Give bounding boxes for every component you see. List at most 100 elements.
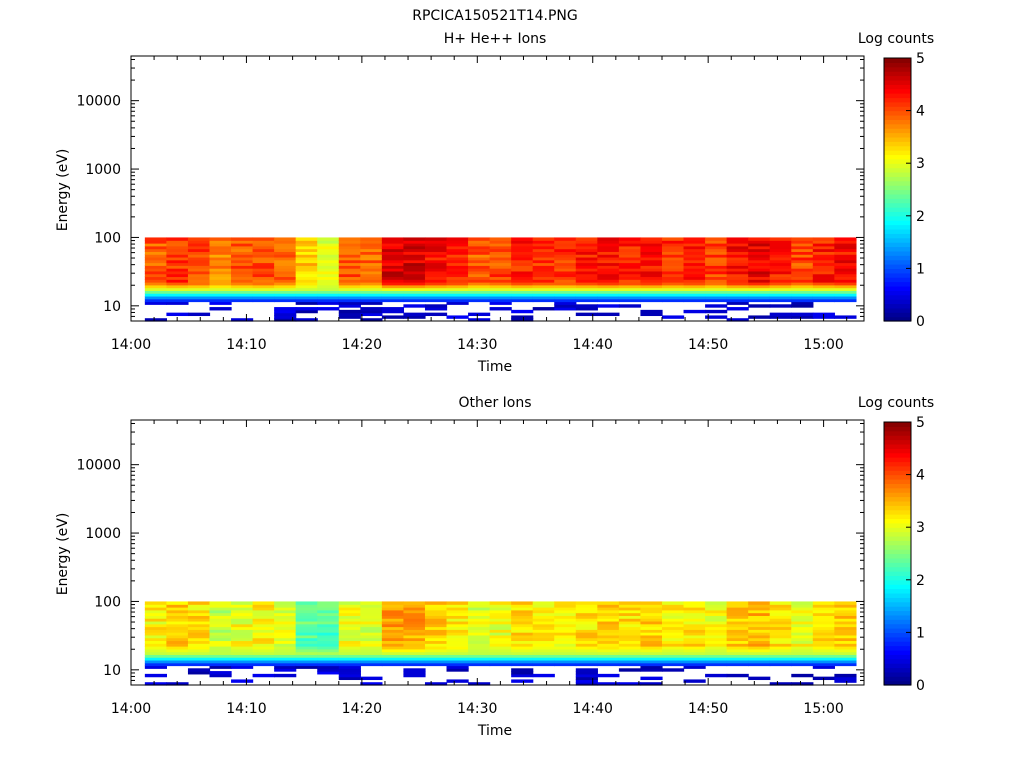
heatmap-cell: [231, 679, 254, 683]
heatmap-cell: [532, 626, 555, 630]
heatmap-cell: [338, 243, 361, 247]
heatmap-cell: [446, 646, 469, 650]
heatmap-cell: [705, 273, 728, 278]
heatmap-cell: [252, 270, 275, 275]
heatmap-cell: [424, 243, 448, 247]
colorbar-segment: [884, 272, 911, 278]
heatmap-cell: [489, 268, 512, 272]
heatmap-cell: [338, 248, 361, 252]
heatmap-cell: [360, 279, 383, 283]
heatmap-cell: [209, 270, 232, 275]
heatmap-cell: [769, 295, 792, 300]
heatmap-cell: [231, 248, 254, 252]
heatmap-cell: [446, 615, 469, 619]
heatmap-cell: [812, 276, 835, 280]
heatmap-cell: [166, 259, 189, 264]
heatmap-cell: [317, 634, 340, 639]
heatmap-cell: [446, 293, 469, 297]
heatmap-cell: [748, 259, 771, 264]
heatmap-cell: [360, 601, 383, 605]
heatmap-cell: [403, 646, 426, 650]
heatmap-cell: [812, 254, 835, 258]
heatmap-cell: [597, 659, 620, 664]
heatmap-cell: [489, 293, 512, 297]
heatmap-cell: [554, 270, 577, 275]
heatmap-cell: [338, 301, 361, 305]
heatmap-cell: [554, 648, 577, 653]
heatmap-cell: [317, 237, 340, 241]
heatmap-cell: [618, 646, 642, 650]
heatmap-cell: [360, 256, 383, 261]
heatmap-cell: [705, 237, 728, 241]
colorbar-segment: [884, 158, 911, 164]
heatmap-cell: [274, 659, 297, 664]
heatmap-cell: [274, 293, 297, 297]
heatmap-cell: [791, 615, 814, 619]
heatmap-cell: [274, 240, 297, 244]
heatmap-cell: [618, 304, 642, 308]
heatmap-cell: [446, 237, 469, 241]
heatmap-cell: [748, 643, 771, 647]
heatmap-cell: [166, 237, 189, 241]
heatmap-cell: [726, 618, 749, 622]
heatmap-cell: [144, 623, 167, 628]
heatmap-cell: [597, 643, 620, 647]
heatmap-cell: [403, 284, 426, 289]
colorbar-tick-label: 4: [916, 468, 925, 484]
colorbar-segment: [884, 588, 911, 594]
heatmap-cell: [834, 673, 857, 678]
heatmap-cell: [791, 601, 814, 605]
heatmap-cell: [317, 268, 340, 272]
heatmap-cell: [381, 609, 405, 614]
heatmap-cell: [360, 640, 383, 644]
heatmap-cell: [295, 243, 318, 247]
heatmap-cell: [424, 612, 448, 616]
heatmap-cell: [554, 273, 577, 278]
heatmap-cell: [683, 648, 706, 653]
heatmap-cell: [769, 273, 792, 278]
heatmap-cell: [834, 259, 857, 264]
heatmap-cell: [748, 284, 771, 289]
heatmap-cell: [791, 626, 814, 630]
heatmap-cell: [532, 240, 555, 244]
heatmap-cell: [791, 270, 814, 275]
heatmap-cell: [403, 651, 426, 655]
heatmap-cell: [661, 282, 685, 286]
heatmap-cell: [187, 612, 211, 616]
heatmap-cell: [424, 270, 448, 275]
heatmap-cell: [209, 279, 232, 283]
heatmap-cell: [661, 601, 685, 605]
heatmap-cell: [252, 284, 275, 289]
heatmap-cell: [166, 637, 189, 642]
heatmap-cell: [231, 293, 254, 297]
heatmap-cell: [360, 623, 383, 628]
heatmap-cell: [231, 626, 254, 630]
heatmap-cell: [489, 640, 512, 644]
heatmap-cell: [726, 268, 749, 272]
heatmap-cell: [252, 298, 275, 303]
heatmap-cell: [489, 256, 512, 261]
heatmap-cell: [360, 268, 383, 272]
heatmap-cell: [144, 256, 167, 261]
heatmap-cell: [489, 287, 512, 291]
heatmap-cell: [683, 654, 706, 658]
heatmap-cell: [317, 301, 340, 305]
heatmap-cell: [252, 620, 275, 625]
heatmap-cell: [231, 643, 254, 647]
heatmap-cell: [144, 673, 167, 678]
colorbar-segment: [884, 285, 911, 291]
heatmap-cell: [812, 248, 835, 252]
heatmap-cell: [468, 287, 491, 291]
heatmap-cell: [834, 293, 857, 297]
heatmap-cell: [597, 270, 620, 275]
colorbar-segment: [884, 312, 911, 318]
heatmap-cell: [446, 657, 469, 661]
heatmap-cell: [748, 298, 771, 303]
colorbar-segment: [884, 641, 911, 647]
heatmap-cell: [166, 654, 189, 658]
heatmap-cell: [597, 256, 620, 261]
heatmap-cell: [424, 654, 448, 658]
colorbar-segment: [884, 500, 911, 506]
heatmap-cell: [554, 240, 577, 244]
heatmap-cell: [424, 626, 448, 630]
